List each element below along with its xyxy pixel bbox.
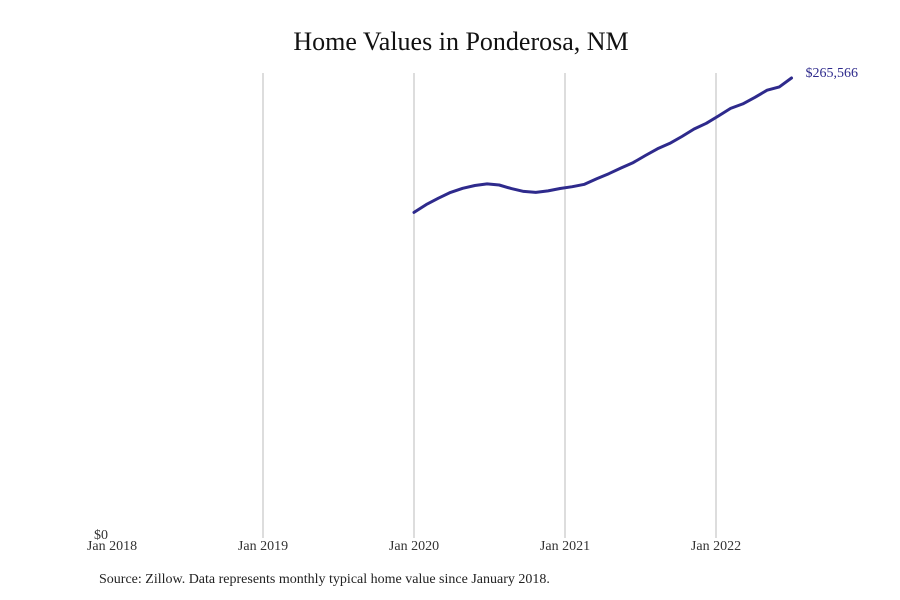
x-axis-labels: Jan 2018 Jan 2019 Jan 2020 Jan 2021 Jan 2022: [87, 539, 741, 554]
latest-value-label: $265,566: [806, 66, 859, 81]
x-tick-label: Jan 2019: [238, 539, 288, 554]
x-tick-label: Jan 2018: [87, 539, 137, 554]
y-axis-zero-label: $0: [94, 528, 108, 543]
x-tick-label: Jan 2021: [540, 539, 590, 554]
vertical-gridlines: [262, 73, 717, 538]
source-note: Source: Zillow. Data represents monthly …: [99, 572, 550, 587]
home-value-line: [412, 76, 793, 214]
x-tick-label: Jan 2020: [389, 539, 439, 554]
x-tick-label: Jan 2022: [691, 539, 741, 554]
chart-title: Home Values in Ponderosa, NM: [293, 27, 629, 56]
